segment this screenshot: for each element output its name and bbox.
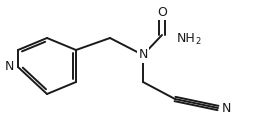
Text: N: N (5, 60, 14, 74)
Text: NH: NH (177, 32, 196, 44)
Text: 2: 2 (195, 37, 200, 46)
Text: O: O (157, 6, 167, 18)
Text: N: N (138, 48, 148, 62)
Text: N: N (222, 102, 231, 114)
